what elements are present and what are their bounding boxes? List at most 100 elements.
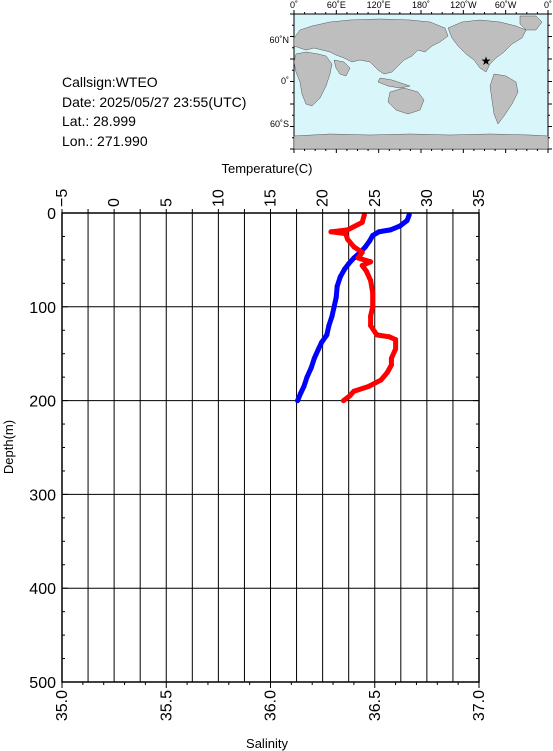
series-temperature-point xyxy=(387,227,393,233)
series-temperature-point xyxy=(316,346,321,352)
depth-tick-labels: 0 100 200 300 400 500 xyxy=(29,206,56,692)
series-temperature-point xyxy=(295,398,301,404)
land-greenland xyxy=(519,15,543,31)
depth-tick-label: 400 xyxy=(29,581,56,598)
series-salinity-point xyxy=(386,334,392,340)
series-salinity-point xyxy=(363,268,369,274)
series-salinity-point xyxy=(368,259,374,265)
temperature-tick-label: 35 xyxy=(471,189,488,207)
station-star-icon: ★ xyxy=(481,54,492,68)
temperature-tick-label: 30 xyxy=(419,189,436,207)
series-salinity-point xyxy=(341,398,346,404)
series-temperature-point xyxy=(298,390,304,396)
depth-tick-label: 100 xyxy=(29,300,56,317)
map-longitude-label: 180˚ xyxy=(412,0,430,10)
temperature-tick-labels: −5 0 5 10 15 20 25 30 35 xyxy=(54,189,488,207)
series-salinity-point xyxy=(374,332,380,338)
series-temperature-point xyxy=(346,261,352,267)
temperature-tick-label: −5 xyxy=(54,189,71,207)
land-indonesia xyxy=(377,77,411,89)
depth-tick-label: 300 xyxy=(29,487,56,504)
series-temperature-point xyxy=(331,304,337,310)
series-salinity-point xyxy=(368,313,374,319)
series-salinity-point xyxy=(388,355,394,361)
latitude-text: Lat.: 28.999 xyxy=(62,113,136,129)
series-salinity-point xyxy=(370,290,376,296)
land-india xyxy=(333,59,351,77)
series-temperature-point xyxy=(324,332,330,338)
series-salinity-point xyxy=(351,244,357,250)
series-salinity-point xyxy=(370,304,376,310)
depth-tick-label: 500 xyxy=(29,675,56,692)
salinity-tick-label: 35.5 xyxy=(158,690,175,721)
depth-tick-label: 0 xyxy=(47,206,56,223)
series-salinity-point xyxy=(359,263,365,268)
map-latitude-labels: 60˚N 0˚ 60˚S xyxy=(269,35,289,129)
map-latitude-label: 0˚ xyxy=(281,76,289,86)
series-salinity-point xyxy=(343,231,349,237)
series-layer xyxy=(295,212,412,404)
callsign-text: Callsign:WTEO xyxy=(62,74,158,90)
series-salinity-point xyxy=(388,362,394,368)
series-salinity-point xyxy=(345,236,351,242)
series-salinity-point xyxy=(368,278,374,283)
land-south-america xyxy=(489,73,519,125)
salinity-tick-label: 35.0 xyxy=(54,690,71,721)
map-land xyxy=(293,15,549,150)
series-temperature-point xyxy=(367,238,372,244)
map-longitude-label: 0˚ xyxy=(544,0,552,10)
temperature-tick-label: 15 xyxy=(263,189,280,207)
series-salinity-point xyxy=(393,346,399,352)
series-salinity-point xyxy=(368,323,374,329)
map-frame-ticks xyxy=(290,10,552,153)
land-north-america xyxy=(447,19,527,73)
land-africa xyxy=(293,51,333,107)
salinity-tick-label: 37.0 xyxy=(471,690,488,721)
series-temperature-point xyxy=(308,365,314,371)
salinity-tick-labels: 35.0 35.5 36.0 36.5 37.0 xyxy=(54,690,488,721)
map-longitude-label: 120˚W xyxy=(450,0,477,10)
series-temperature-point xyxy=(337,274,343,280)
series-temperature-point xyxy=(329,313,335,319)
land-australia xyxy=(387,87,425,115)
series-temperature-point xyxy=(376,229,382,235)
temperature-tick-label: 20 xyxy=(315,189,332,207)
temperature-tick-label: 10 xyxy=(210,189,227,207)
temperature-axis-title: Temperature(C) xyxy=(221,161,312,176)
depth-tick-label: 200 xyxy=(29,394,56,411)
map-longitude-label: 0˚ xyxy=(290,0,298,10)
series-salinity-point xyxy=(366,384,371,389)
map-longitude-label: 60˚W xyxy=(495,0,517,10)
series-salinity-point xyxy=(384,370,390,375)
map-longitude-labels: 0˚ 60˚E 120˚E 180˚ 120˚W 60˚W 0˚ xyxy=(290,0,552,10)
depth-axis-title: Depth(m) xyxy=(1,420,16,474)
series-temperature-point xyxy=(333,294,339,300)
date-text: Date: 2025/05/27 23:55(UTC) xyxy=(62,94,246,110)
world-map: 0˚ 60˚E 120˚E 180˚ 120˚W 60˚W 0˚ 60˚N 0˚ 60˚S ★ xyxy=(269,0,552,153)
series-salinity-point xyxy=(378,377,384,383)
series-temperature-point xyxy=(370,233,376,238)
series-temperature-point xyxy=(404,218,410,223)
salinity-tick-label: 36.5 xyxy=(367,690,384,721)
land-antarctica xyxy=(293,133,549,150)
temperature-tick-label: 5 xyxy=(158,198,175,207)
series-temperature-point xyxy=(397,223,403,229)
land-eurasia xyxy=(293,18,449,75)
temperature-tick-label: 25 xyxy=(367,189,384,207)
series-temperature-point xyxy=(319,339,325,345)
series-temperature-point xyxy=(311,355,317,361)
longitude-text: Lon.: 271.990 xyxy=(62,133,148,149)
series-temperature-point xyxy=(304,374,310,380)
series-temperature-point xyxy=(301,384,307,389)
series-salinity-point xyxy=(347,393,353,399)
series-salinity-point xyxy=(359,219,365,225)
plot-frame xyxy=(61,212,480,683)
map-longitude-label: 60˚E xyxy=(327,0,346,10)
map-longitude-label: 120˚E xyxy=(367,0,391,10)
series-temperature-point xyxy=(342,266,347,272)
series-salinity-point xyxy=(393,337,399,343)
series-salinity-point xyxy=(351,388,357,394)
map-latitude-label: 60˚S xyxy=(270,119,289,129)
series-salinity-point xyxy=(359,249,365,255)
